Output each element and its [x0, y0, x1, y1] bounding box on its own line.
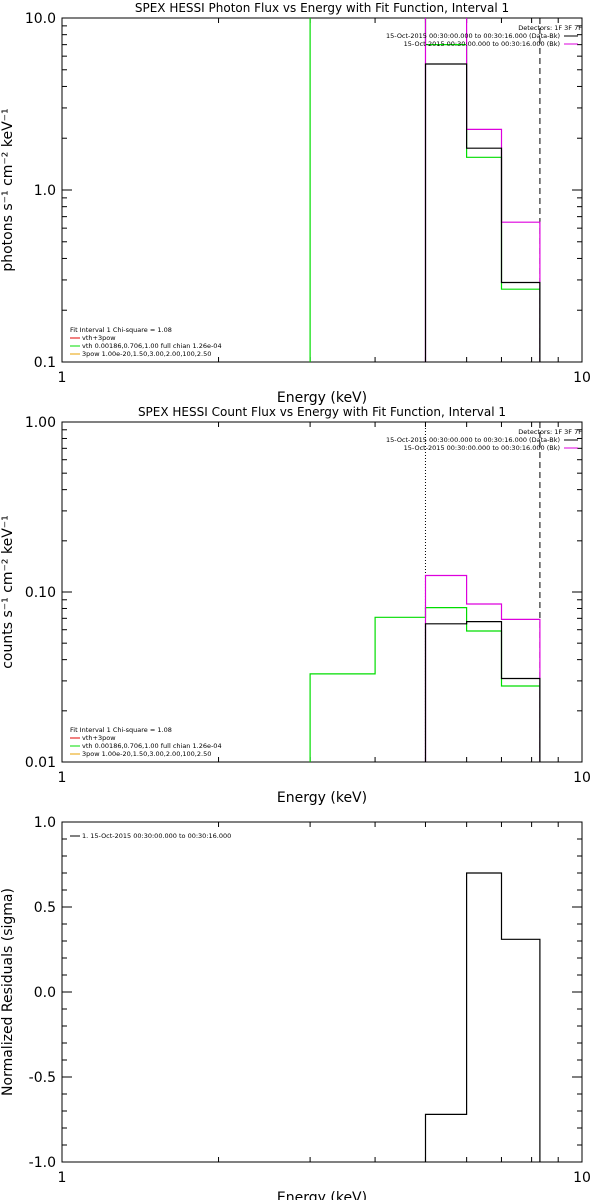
legend-entry: 15-Oct-2015 00:30:00.000 to 00:30:16.000… [386, 32, 560, 40]
legend-entry: vth+3pow [82, 334, 116, 342]
series-3-step-line [424, 63, 541, 362]
panel-2: SPEX HESSI Count Flux vs Energy with Fit… [0, 405, 591, 806]
chart-title: SPEX HESSI Photon Flux vs Energy with Fi… [135, 1, 509, 15]
legend-entry: vth 0.00186,0.706,1.00 full chian 1.26e-… [82, 342, 222, 350]
plot-frame [61, 421, 583, 763]
x-tick-label: 1 [58, 770, 67, 786]
legend-entry: vth 0.00186,0.706,1.00 full chian 1.26e-… [82, 742, 222, 750]
series-2-step-line [424, 18, 541, 362]
y-tick-label: 0.01 [25, 755, 56, 771]
x-tick-label: 10 [573, 370, 591, 386]
y-axis-label: counts s⁻¹ cm⁻² keV⁻¹ [0, 515, 16, 669]
panel-3: 1 10 -1.0 -0.5 0.0 0.5 1.0 Energy (keV) Normaliz… [0, 815, 591, 1200]
panel-1: SPEX HESSI Photon Flux vs Energy with Fi… [0, 1, 591, 406]
x-tick-label: 10 [573, 1170, 591, 1186]
legend-entry: Detectors: 1F 3F 7F [518, 24, 582, 32]
series-3-step-line [424, 621, 541, 762]
y-tick-label: 1.00 [25, 415, 56, 431]
x-axis-label: Energy (keV) [277, 390, 367, 406]
y-tick-label: 1.0 [34, 183, 56, 199]
legend-entry: Fit Interval 1 Chi-square = 1.08 [70, 326, 172, 334]
legend-entry: Detectors: 1F 3F 7F [518, 428, 582, 436]
legend-entry: 3pow 1.00e-20,1.50,3.00,2.00,100,2.50 [82, 350, 211, 358]
y-tick-label: -1.0 [29, 1155, 56, 1171]
y-tick-label: 0.0 [34, 985, 56, 1001]
y-axis-label: Normalized Residuals (sigma) [0, 888, 16, 1096]
legend-entry: Fit Interval 1 Chi-square = 1.08 [70, 726, 172, 734]
y-tick-label: 10.0 [25, 11, 56, 27]
x-axis-label: Energy (keV) [277, 1190, 367, 1200]
legend-entry: 3pow 1.00e-20,1.50,3.00,2.00,100,2.50 [82, 750, 211, 758]
x-axis-label: Energy (keV) [277, 790, 367, 806]
legend-entry: 15-Oct-2015 00:30:00.000 to 00:30:16.000… [386, 436, 560, 444]
series-2-step-line [424, 574, 541, 762]
legend-entry: 15-Oct-2015 00:30:00.000 to 00:30:16.000… [404, 40, 560, 48]
y-tick-label: 0.5 [34, 900, 56, 916]
x-tick-label: 10 [573, 770, 591, 786]
plot-frame [61, 17, 583, 363]
chart-title: SPEX HESSI Count Flux vs Energy with Fit… [138, 405, 506, 419]
plot-area [309, 422, 541, 762]
legend-entry: 1. 15-Oct-2015 00:30:00.000 to 00:30:16.… [82, 832, 231, 840]
y-tick-label: -0.5 [29, 1070, 56, 1086]
y-tick-label: 0.1 [34, 355, 56, 371]
plot-area [309, 18, 541, 362]
legend-entry: 15-Oct-2015 00:30:00.000 to 00:30:16.000… [404, 444, 560, 452]
y-tick-label: 1.0 [34, 815, 56, 831]
legend-entry: vth+3pow [82, 734, 116, 742]
series-1-step-line [424, 872, 541, 1162]
plot-area [424, 872, 541, 1162]
x-tick-label: 1 [58, 1170, 67, 1186]
y-axis-label: photons s⁻¹ cm⁻² keV⁻¹ [0, 108, 16, 271]
series-1-step-line [309, 607, 541, 762]
y-tick-label: 0.10 [25, 585, 56, 601]
plot-frame [61, 821, 583, 1163]
x-tick-label: 1 [58, 370, 67, 386]
